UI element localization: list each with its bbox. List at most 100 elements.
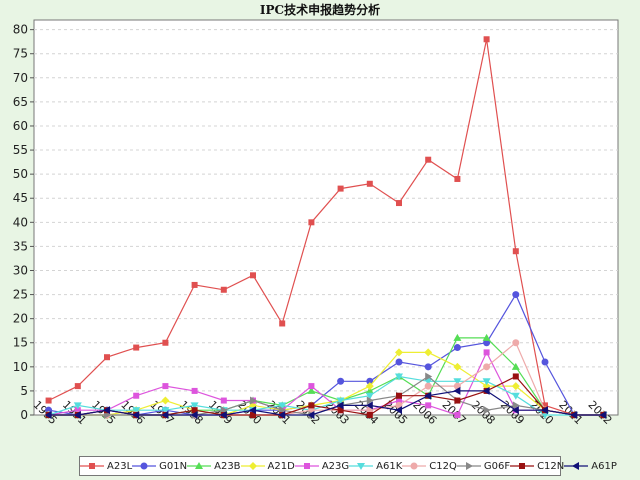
data-point-g01n xyxy=(366,377,374,385)
data-point-a61p xyxy=(336,401,344,410)
data-point-a61p xyxy=(307,411,315,419)
data-point-a21d xyxy=(365,382,374,391)
data-point-a61k xyxy=(395,373,403,381)
data-point-g01n xyxy=(453,344,461,352)
data-point-a61p xyxy=(541,406,548,415)
data-point-a23l xyxy=(74,383,81,390)
data-point-a23g xyxy=(454,412,461,418)
data-point-g06f xyxy=(425,372,433,381)
legend-label: A23G xyxy=(321,460,350,472)
data-point-c12n xyxy=(308,402,315,409)
series-a61p xyxy=(44,386,607,419)
data-point-c12n xyxy=(396,392,402,399)
legend-item-a23g: A23G xyxy=(294,460,350,472)
legend-item-c12n: C12N xyxy=(510,461,564,472)
legend-label: G01N xyxy=(159,460,188,472)
data-point-a61p xyxy=(365,401,373,410)
legend-item-a23b: A23B xyxy=(187,460,241,472)
data-point-a61k xyxy=(482,378,491,386)
legend-label: A61P xyxy=(591,460,617,472)
y-tick-label: 40 xyxy=(13,215,28,229)
data-point-a23g xyxy=(133,392,140,399)
legend-item-g01n: G01N xyxy=(132,461,187,472)
data-point-a21d xyxy=(424,348,433,357)
data-point-g01n xyxy=(424,363,432,371)
y-tick-label: 25 xyxy=(13,288,28,302)
data-point-a61p xyxy=(103,406,110,415)
legend-swatch xyxy=(132,462,157,470)
legend-swatch xyxy=(294,463,319,469)
data-point-a61k xyxy=(511,392,520,400)
data-point-a23l xyxy=(454,175,461,182)
data-point-a23b xyxy=(453,333,462,341)
legend-swatch xyxy=(187,462,212,469)
data-point-a61p xyxy=(599,411,607,419)
legend-item-g06f: G06F xyxy=(456,461,510,472)
legend-swatch xyxy=(240,462,265,470)
data-point-a61k xyxy=(424,378,433,386)
data-point-a61p xyxy=(161,411,169,419)
data-point-a61p xyxy=(511,406,519,415)
data-point-c12n xyxy=(191,407,198,414)
legend-item-c12q: C12Q xyxy=(402,461,457,472)
legend-label: A23L xyxy=(107,460,133,472)
data-point-a23l xyxy=(396,200,402,207)
y-tick-label: 55 xyxy=(13,143,28,157)
data-point-a61p xyxy=(453,386,461,395)
data-point-c12n xyxy=(250,412,256,418)
data-point-a23l xyxy=(308,219,315,226)
data-point-g01n xyxy=(395,358,403,366)
data-point-a61p xyxy=(278,411,286,419)
data-point-a61p xyxy=(44,411,52,419)
data-point-a23l xyxy=(279,320,286,327)
data-point-c12n xyxy=(512,373,519,380)
data-point-a23l xyxy=(45,397,52,404)
data-point-a23l xyxy=(162,339,169,346)
y-tick-label: 10 xyxy=(13,360,28,374)
data-point-a23g xyxy=(425,402,432,409)
legend-swatch xyxy=(80,463,104,469)
data-point-c12q xyxy=(512,339,520,347)
y-tick-label: 50 xyxy=(13,167,28,181)
legend-item-a21d: A21D xyxy=(240,461,295,472)
data-point-g01n xyxy=(337,377,345,385)
data-point-a23b xyxy=(482,333,491,341)
data-point-a21d xyxy=(511,382,520,391)
series-line-a61k xyxy=(48,375,604,416)
series-a23l xyxy=(45,36,607,418)
data-point-g01n xyxy=(483,339,491,347)
data-point-a23l xyxy=(366,180,373,187)
data-point-g01n xyxy=(541,358,549,366)
data-point-a61p xyxy=(249,406,256,415)
data-point-a23g xyxy=(74,407,81,414)
legend-swatch xyxy=(456,462,481,470)
data-point-c12n xyxy=(366,412,373,418)
data-point-a23l xyxy=(483,36,490,43)
legend-label: A23B xyxy=(214,460,241,472)
data-point-c12n xyxy=(454,397,461,404)
data-point-g06f xyxy=(483,406,491,415)
data-point-a23g xyxy=(220,397,227,404)
data-point-a61k xyxy=(336,397,345,405)
y-tick-label: 35 xyxy=(13,239,28,253)
data-point-a61p xyxy=(424,391,432,400)
y-tick-label: 5 xyxy=(20,384,28,398)
data-point-a61p xyxy=(570,411,578,419)
data-point-a61p xyxy=(132,411,140,419)
data-point-a21d xyxy=(395,348,403,357)
plot-background xyxy=(33,19,619,416)
data-point-a23l xyxy=(220,286,227,293)
data-point-g06f xyxy=(512,401,520,410)
data-point-g06f xyxy=(366,396,374,405)
y-tick-label: 20 xyxy=(13,312,28,326)
data-point-a61k xyxy=(365,392,374,400)
data-point-a21d xyxy=(453,362,462,371)
data-point-a23g xyxy=(162,383,169,390)
data-point-a21d xyxy=(161,396,170,405)
data-point-a61k xyxy=(190,402,199,410)
data-point-c12q xyxy=(483,363,491,371)
data-point-a23b xyxy=(307,386,316,394)
data-point-a61k xyxy=(278,402,287,410)
data-point-a23b xyxy=(511,362,520,370)
